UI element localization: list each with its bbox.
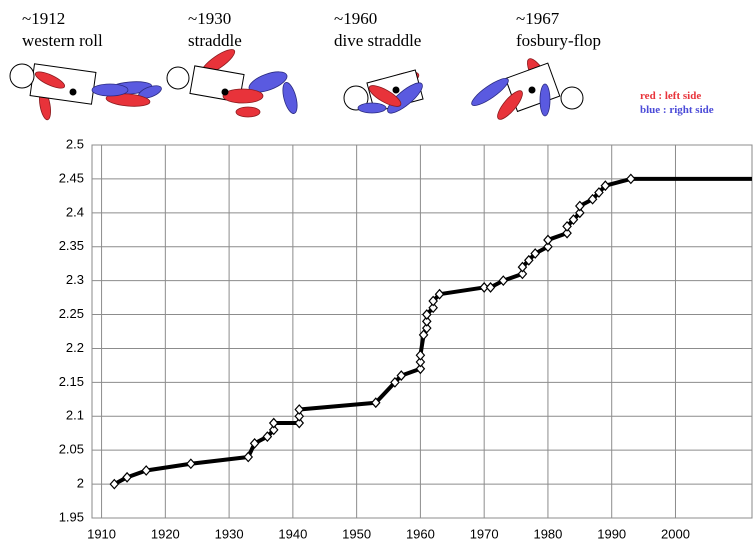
color-note: red : left side [640, 90, 701, 102]
record-marker [249, 437, 260, 449]
record-marker [524, 254, 534, 266]
record-marker [294, 417, 305, 429]
record-marker [415, 349, 426, 361]
x-tick-label: 2000 [661, 526, 690, 541]
record-marker [428, 295, 438, 307]
record-marker [421, 322, 432, 334]
record-marker [562, 227, 572, 239]
y-tick-label: 2 [77, 476, 84, 491]
x-tick-label: 1970 [470, 526, 499, 541]
x-tick-label: 1910 [87, 526, 116, 541]
figure-style: western roll [22, 31, 103, 50]
record-marker [268, 424, 279, 436]
y-tick-label: 1.95 [59, 509, 84, 524]
record-marker [396, 370, 407, 381]
record-marker [434, 288, 445, 300]
record-marker [141, 465, 152, 476]
record-marker [543, 241, 553, 253]
figure-style: dive straddle [334, 31, 421, 50]
y-tick-label: 2.1 [66, 408, 84, 423]
record-marker [626, 173, 636, 185]
record-marker [543, 234, 553, 246]
record-marker [186, 458, 196, 470]
x-tick-label: 1940 [278, 526, 307, 541]
record-marker [390, 376, 400, 388]
record-marker [109, 478, 120, 490]
record-marker [562, 220, 572, 232]
y-tick-label: 2.25 [59, 306, 84, 321]
y-tick-label: 2.4 [66, 204, 84, 219]
record-marker [415, 363, 426, 375]
record-marker [530, 248, 540, 259]
color-note: blue : right side [640, 104, 714, 116]
record-marker [479, 282, 489, 293]
record-marker [294, 410, 305, 422]
record-marker [594, 187, 604, 198]
record-marker [517, 261, 528, 273]
y-tick-label: 2.35 [59, 238, 84, 253]
record-marker [418, 329, 429, 341]
figure-1930 [166, 49, 298, 118]
figure-year: ~1912 [22, 9, 65, 28]
x-tick-label: 1920 [151, 526, 180, 541]
figure-year: ~1960 [334, 9, 377, 28]
record-marker [575, 207, 585, 219]
record-marker [421, 315, 432, 327]
x-tick-label: 1990 [597, 526, 626, 541]
record-marker [262, 431, 273, 443]
record-marker [587, 193, 598, 205]
figure-year: ~1930 [188, 9, 231, 28]
record-marker [122, 471, 132, 483]
record-marker [421, 309, 432, 320]
record-marker [575, 200, 585, 212]
y-tick-label: 2.05 [59, 442, 84, 457]
record-marker [600, 180, 611, 192]
record-marker [415, 356, 426, 368]
figure-style: straddle [188, 31, 242, 50]
record-marker [517, 268, 528, 280]
y-tick-label: 2.15 [59, 374, 84, 389]
record-marker [568, 214, 579, 226]
figure-1960 [343, 69, 424, 114]
record-marker [428, 302, 438, 314]
y-tick-label: 2.5 [66, 136, 84, 151]
figure-1912 [9, 63, 162, 121]
x-tick-label: 1960 [406, 526, 435, 541]
record-marker [268, 417, 279, 429]
record-marker [370, 397, 381, 409]
record-marker [498, 275, 509, 287]
y-tick-label: 2.2 [66, 340, 84, 355]
record-marker [243, 451, 254, 463]
x-tick-label: 1950 [342, 526, 371, 541]
y-tick-label: 2.45 [59, 170, 84, 185]
record-marker [294, 404, 305, 415]
figure-year: ~1967 [516, 9, 560, 28]
figure-1967 [471, 58, 584, 120]
x-tick-label: 1930 [215, 526, 244, 541]
x-tick-label: 1980 [533, 526, 562, 541]
record-marker [485, 282, 496, 293]
figure-style: fosbury-flop [516, 31, 601, 50]
y-tick-label: 2.3 [66, 272, 84, 287]
